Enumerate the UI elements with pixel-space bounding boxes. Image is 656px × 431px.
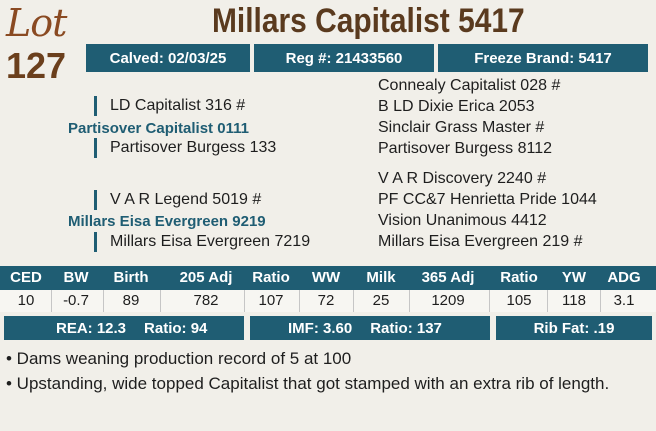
dam-sire-sire: V A R Discovery 2240 # bbox=[378, 170, 547, 187]
imf-value: IMF: 3.60 bbox=[288, 319, 353, 337]
freeze-brand: Freeze Brand: 5417 bbox=[438, 44, 648, 72]
epd-header: 365 Adj bbox=[421, 269, 475, 286]
table-divider bbox=[299, 290, 300, 312]
pedigree-connector bbox=[94, 96, 97, 116]
lot-label: Lot bbox=[6, 1, 67, 45]
epd-header-row: CED BW Birth 205 Adj Ratio WW Milk 365 A… bbox=[0, 266, 656, 290]
rea-value: REA: 12.3 bbox=[56, 319, 127, 337]
sire-dam: Partisover Burgess 133 bbox=[110, 139, 277, 156]
animal-name: Millars Capitalist 5417 bbox=[212, 2, 525, 40]
table-divider bbox=[51, 290, 52, 312]
epd-value: 107 bbox=[258, 292, 284, 309]
table-divider bbox=[600, 290, 601, 312]
epd-value: 105 bbox=[506, 292, 532, 309]
sire-sire-sire: Connealy Capitalist 028 # bbox=[378, 77, 561, 94]
table-divider bbox=[160, 290, 161, 312]
rib-fat-bar: Rib Fat: .19 bbox=[496, 316, 652, 340]
sire: Partisover Capitalist 0111 bbox=[68, 120, 249, 137]
rib-fat-value: Rib Fat: .19 bbox=[533, 319, 615, 337]
table-divider bbox=[547, 290, 548, 312]
sire-sire-dam: B LD Dixie Erica 2053 bbox=[378, 98, 535, 115]
table-divider bbox=[353, 290, 354, 312]
dam-dam-sire: Vision Unanimous 4412 bbox=[378, 212, 547, 229]
sire-dam-sire: Sinclair Grass Master # bbox=[378, 119, 545, 136]
epd-header: Ratio bbox=[500, 269, 538, 286]
epd-value: -0.7 bbox=[63, 292, 89, 309]
epd-value: 782 bbox=[193, 292, 219, 309]
epd-header: BW bbox=[63, 269, 89, 286]
epd-value: 10 bbox=[17, 292, 35, 309]
note-line: • Upstanding, wide topped Capitalist tha… bbox=[6, 374, 610, 393]
lot-number: 127 bbox=[6, 45, 67, 86]
table-divider bbox=[244, 290, 245, 312]
epd-header: YW bbox=[561, 269, 587, 286]
imf-ratio: Ratio: 137 bbox=[370, 319, 442, 337]
epd-value-row: 10 -0.7 89 782 107 72 25 1209 105 118 3.… bbox=[0, 290, 656, 312]
epd-value: 1209 bbox=[431, 292, 465, 309]
epd-value: 25 bbox=[372, 292, 390, 309]
epd-value: 72 bbox=[317, 292, 335, 309]
epd-value: 3.1 bbox=[613, 292, 635, 309]
pedigree-connector bbox=[94, 232, 97, 252]
calved-date: Calved: 02/03/25 bbox=[86, 44, 250, 72]
epd-value: 89 bbox=[122, 292, 140, 309]
pedigree-connector bbox=[94, 190, 97, 210]
epd-header: CED bbox=[10, 269, 42, 286]
sire-sire: LD Capitalist 316 # bbox=[110, 97, 246, 114]
dam-dam-dam: Millars Eisa Evergreen 219 # bbox=[378, 233, 583, 250]
note-line: • Dams weaning production record of 5 at… bbox=[6, 349, 352, 368]
dam-sire-dam: PF CC&7 Henrietta Pride 1044 bbox=[378, 191, 597, 208]
imf-bar: IMF: 3.60 Ratio: 137 bbox=[250, 316, 490, 340]
dam-dam: Millars Eisa Evergreen 7219 bbox=[110, 233, 311, 250]
dam-sire: V A R Legend 5019 # bbox=[110, 191, 262, 208]
freeze-text: Freeze Brand: 5417 bbox=[474, 49, 612, 67]
sire-dam-dam: Partisover Burgess 8112 bbox=[378, 140, 553, 157]
rea-ratio: Ratio: 94 bbox=[144, 319, 208, 337]
registration-number: Reg #: 21433560 bbox=[254, 44, 434, 72]
pedigree-connector bbox=[94, 138, 97, 158]
epd-header: Ratio bbox=[252, 269, 290, 286]
table-divider bbox=[409, 290, 410, 312]
epd-value: 118 bbox=[562, 292, 586, 309]
calved-text: Calved: 02/03/25 bbox=[109, 49, 227, 67]
dam: Millars Eisa Evergreen 9219 bbox=[68, 213, 266, 230]
epd-header: ADG bbox=[607, 269, 641, 286]
table-divider bbox=[489, 290, 490, 312]
rea-bar: REA: 12.3 Ratio: 94 bbox=[4, 316, 244, 340]
table-divider bbox=[103, 290, 104, 312]
epd-header: Milk bbox=[366, 269, 396, 286]
epd-header: Birth bbox=[113, 269, 149, 286]
epd-header: 205 Adj bbox=[179, 269, 233, 286]
reg-text: Reg #: 21433560 bbox=[285, 49, 403, 67]
epd-header: WW bbox=[311, 269, 341, 286]
